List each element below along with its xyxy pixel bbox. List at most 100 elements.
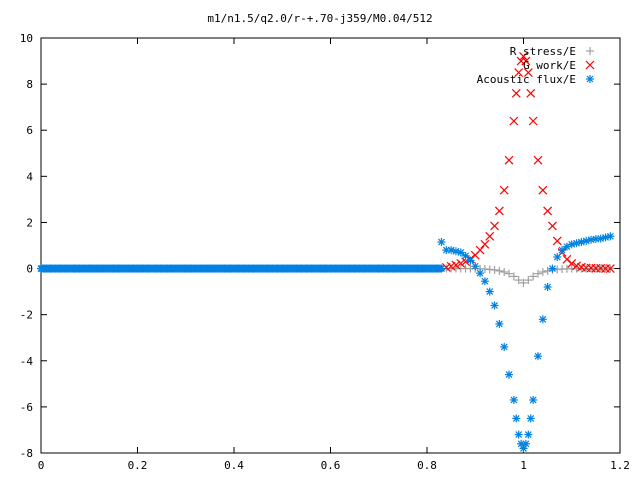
data-point (538, 315, 547, 324)
data-point (601, 233, 610, 242)
data-point (485, 231, 495, 241)
x-tick-label: 0.8 (417, 459, 437, 472)
data-point (605, 264, 615, 273)
data-point (582, 236, 591, 245)
data-point (499, 185, 509, 195)
data-point (521, 439, 530, 448)
data-point (572, 261, 581, 271)
data-point (500, 342, 509, 351)
x-tick-label: 0.2 (128, 459, 148, 472)
data-point (524, 430, 533, 439)
legend-marker (586, 75, 594, 83)
data-point (538, 185, 548, 195)
data-point (476, 269, 485, 278)
data-point (451, 260, 461, 270)
series-0 (442, 264, 615, 287)
plot-frame (40, 37, 621, 454)
chart-title: m1/n1.5/q2.0/r-+.70-j359/M0.04/512 (207, 12, 432, 25)
data-point (480, 277, 489, 286)
axis-ticks: 0 0.2 0.4 0.6 0.8 1 1.2 -8 -6 -4 -2 0 2 4 6 8 10 (20, 32, 630, 472)
legend-marker (586, 47, 594, 55)
data-point (519, 278, 528, 287)
x-tick-label: 0.4 (224, 459, 244, 472)
data-point (548, 264, 557, 273)
data-point (528, 116, 538, 126)
data-point (494, 206, 504, 216)
data-point (543, 206, 553, 216)
y-tick-label: -8 (20, 447, 33, 460)
data-point (538, 268, 547, 277)
y-tick-label: 6 (26, 124, 33, 137)
data-point (509, 395, 518, 404)
data-point (466, 256, 475, 265)
y-tick-label: -6 (20, 401, 33, 414)
data-point (533, 352, 542, 361)
y-tick-label: 0 (26, 263, 33, 276)
data-point (529, 395, 538, 404)
data-point (552, 236, 562, 246)
data-point (509, 272, 518, 281)
data-point (505, 269, 514, 278)
data-point (558, 246, 567, 255)
y-tick-label: -4 (20, 355, 34, 368)
series-1 (441, 52, 615, 273)
data-point (511, 88, 521, 98)
data-point (456, 259, 466, 268)
data-point (495, 266, 504, 275)
data-point (533, 269, 542, 278)
data-point (437, 238, 446, 247)
data-point (505, 370, 514, 379)
data-point (485, 287, 494, 296)
data-point (471, 262, 480, 271)
data-point (456, 248, 465, 257)
x-tick-label: 1 (520, 459, 527, 472)
data-point (567, 259, 577, 268)
baseline-band (37, 264, 446, 273)
data-point (514, 68, 524, 78)
y-tick-label: 4 (26, 170, 33, 183)
data-point (606, 232, 615, 241)
data-point (500, 268, 509, 277)
data-point (490, 301, 499, 310)
data-point (490, 265, 499, 274)
data-point (572, 239, 581, 248)
legend-label: R stress/E (510, 45, 576, 58)
legend-label: G work/E (523, 59, 576, 72)
y-tick-label: 2 (26, 216, 33, 229)
data-point (490, 221, 499, 231)
data-point (543, 283, 552, 291)
data-point (524, 276, 533, 285)
data-point (512, 414, 521, 423)
data-point (475, 245, 485, 255)
data-point (529, 272, 538, 281)
data-point (523, 68, 533, 78)
data-point (519, 52, 528, 61)
data-point (553, 253, 562, 262)
series-layer (37, 52, 615, 453)
data-point (548, 221, 557, 231)
y-tick-label: 10 (20, 32, 33, 45)
x-tick-label: 0.6 (321, 459, 341, 472)
data-point (514, 276, 523, 285)
data-point (514, 430, 523, 439)
data-point (526, 88, 536, 98)
data-point (533, 155, 543, 165)
data-point (567, 240, 576, 249)
x-tick-label: 0 (38, 459, 45, 472)
data-point (437, 264, 446, 273)
x-tick-label: 1.2 (610, 459, 630, 472)
data-point (504, 155, 514, 165)
y-tick-label: -2 (20, 309, 33, 322)
legend-label: Acoustic flux/E (477, 73, 576, 86)
data-point (526, 414, 535, 423)
legend-marker (585, 60, 595, 70)
data-point (495, 319, 504, 328)
data-point (521, 56, 531, 66)
data-point (480, 239, 490, 249)
y-tick-label: 8 (26, 78, 33, 91)
series-2 (37, 232, 615, 453)
data-point (509, 116, 519, 126)
